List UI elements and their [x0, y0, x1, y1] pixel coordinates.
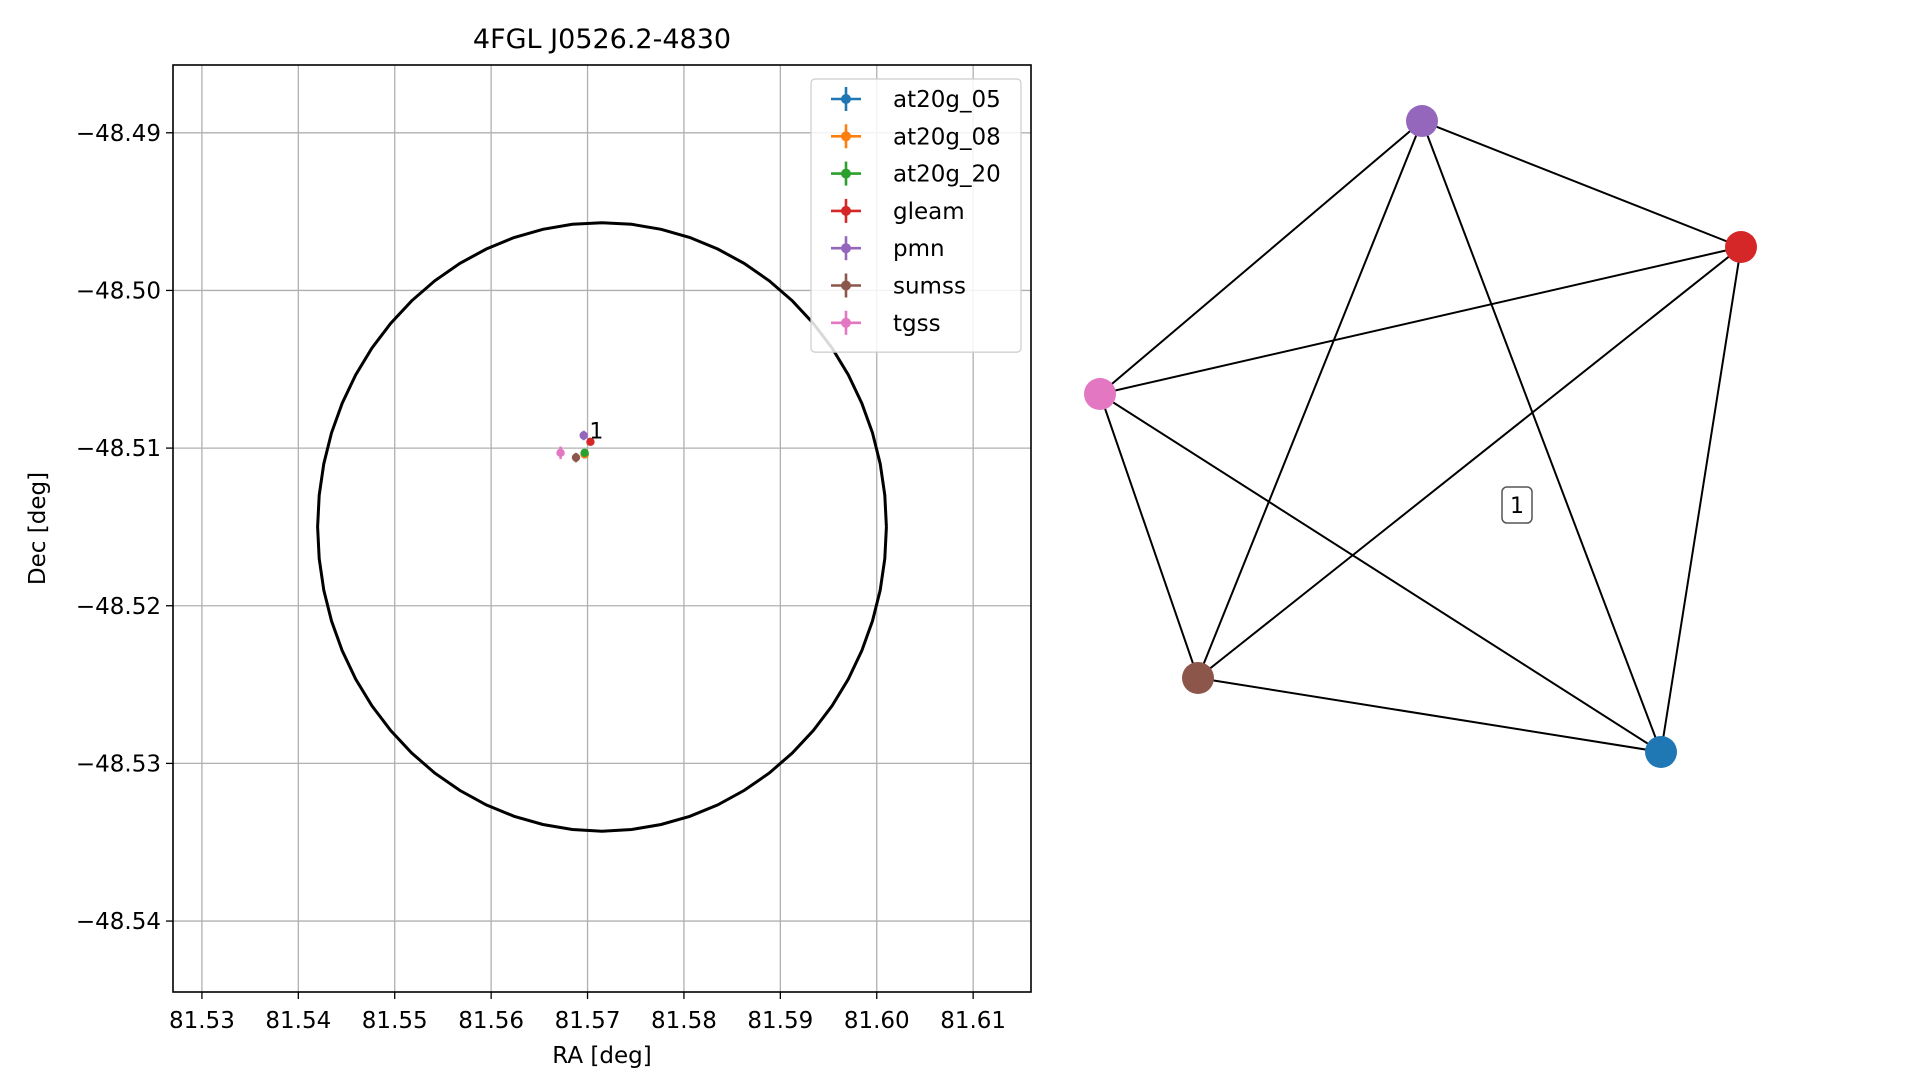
node-brown	[1182, 662, 1214, 694]
legend-marker-dot	[841, 205, 851, 216]
network-label-box	[1501, 486, 1533, 524]
y-tick-label: −48.50	[76, 278, 161, 304]
network-label-text: 1	[1510, 494, 1524, 519]
edge-purple-red	[1421, 120, 1742, 248]
edge-purple-pink	[1099, 120, 1423, 395]
point-annotation: 1	[589, 419, 603, 444]
y-tick-label: −48.51	[76, 436, 161, 462]
point-marker	[580, 448, 589, 458]
edge-red-brown	[1197, 246, 1742, 679]
edge-red-blue	[1660, 246, 1742, 753]
legend-marker-dot	[841, 317, 851, 328]
data-point-pmn	[579, 430, 588, 441]
data-point-sumss	[571, 452, 581, 463]
x-tick-label: 81.56	[458, 1008, 524, 1034]
legend-item-sumss: sumss	[831, 273, 966, 300]
legend-label: gleam	[893, 199, 965, 225]
edge-purple-brown	[1197, 120, 1423, 679]
x-tick-label: 81.60	[844, 1008, 910, 1034]
data-point-gleam	[586, 437, 595, 446]
x-tick-label: 81.53	[169, 1008, 235, 1034]
legend-marker-dot	[841, 243, 851, 254]
legend-label: pmn	[893, 236, 945, 262]
legend-label: at20g_08	[893, 124, 1001, 150]
edge-red-pink	[1099, 246, 1742, 395]
point-marker	[579, 431, 588, 440]
x-axis-ticks: 81.53 81.54 81.55 81.56 81.57 81.58 81.59 81.60…	[169, 992, 1006, 1034]
legend-item-tgss: tgss	[831, 310, 941, 337]
edge-pink-brown	[1099, 393, 1199, 679]
legend-marker-dot	[841, 131, 851, 142]
legend-marker-dot	[841, 94, 851, 104]
legend-item-gleam: gleam	[831, 198, 965, 225]
x-tick-label: 81.61	[940, 1008, 1006, 1034]
node-purple	[1406, 105, 1438, 137]
legend-label: sumss	[893, 274, 966, 300]
x-tick-label: 81.57	[555, 1008, 621, 1034]
x-tick-label: 81.55	[362, 1008, 428, 1034]
point-marker	[571, 453, 581, 462]
data-point-at20g_20	[580, 448, 589, 458]
legend-label: at20g_20	[893, 162, 1001, 188]
edge-purple-blue	[1421, 120, 1662, 753]
legend-label: tgss	[893, 311, 941, 337]
plot-frame	[172, 64, 1032, 993]
network-label: 1	[1501, 486, 1533, 524]
y-axis-label: Dec [deg]	[25, 472, 51, 585]
data-point-tgss	[556, 446, 565, 460]
y-tick-label: −48.52	[76, 594, 161, 620]
legend-marker-dot	[841, 168, 851, 179]
node-blue	[1645, 736, 1677, 768]
network-panel: 1	[1084, 105, 1757, 768]
error-circle	[316, 221, 888, 833]
y-axis-ticks: −48.49 −48.50 −48.51 −48.52 −48.53 −48.54	[76, 121, 173, 935]
x-axis-label: RA [deg]	[552, 1043, 651, 1069]
edge-pink-blue	[1099, 393, 1662, 753]
circle-layer	[316, 221, 888, 833]
point-marker	[556, 448, 565, 458]
y-tick-label: −48.49	[76, 121, 161, 147]
legend-item-at20g_08: at20g_08	[831, 124, 1001, 150]
annotation-layer: 1	[589, 419, 603, 444]
legend-item-pmn: pmn	[831, 236, 945, 262]
legend-box	[810, 78, 1022, 353]
point-marker	[586, 437, 595, 446]
legend-item-at20g_05: at20g_05	[831, 87, 1001, 113]
y-tick-label: −48.53	[76, 751, 161, 777]
node-red	[1725, 231, 1757, 263]
points-layer	[556, 430, 595, 463]
edge-layer	[1099, 120, 1742, 753]
legend-item-at20g_20: at20g_20	[831, 161, 1001, 188]
legend-marker-dot	[841, 280, 851, 291]
scatter-panel: 1 81.53 81.54 81.55 81.56 81.57 81.58 81.59 81.…	[25, 24, 1032, 1069]
x-tick-label: 81.59	[747, 1008, 813, 1034]
node-layer	[1084, 105, 1757, 768]
x-tick-label: 81.54	[265, 1008, 331, 1034]
edge-brown-blue	[1197, 677, 1662, 753]
node-pink	[1084, 378, 1116, 410]
y-tick-label: −48.54	[76, 909, 161, 935]
chart-title: 4FGL J0526.2-4830	[473, 24, 731, 55]
legend-label: at20g_05	[893, 87, 1001, 113]
x-tick-label: 81.58	[651, 1008, 717, 1034]
